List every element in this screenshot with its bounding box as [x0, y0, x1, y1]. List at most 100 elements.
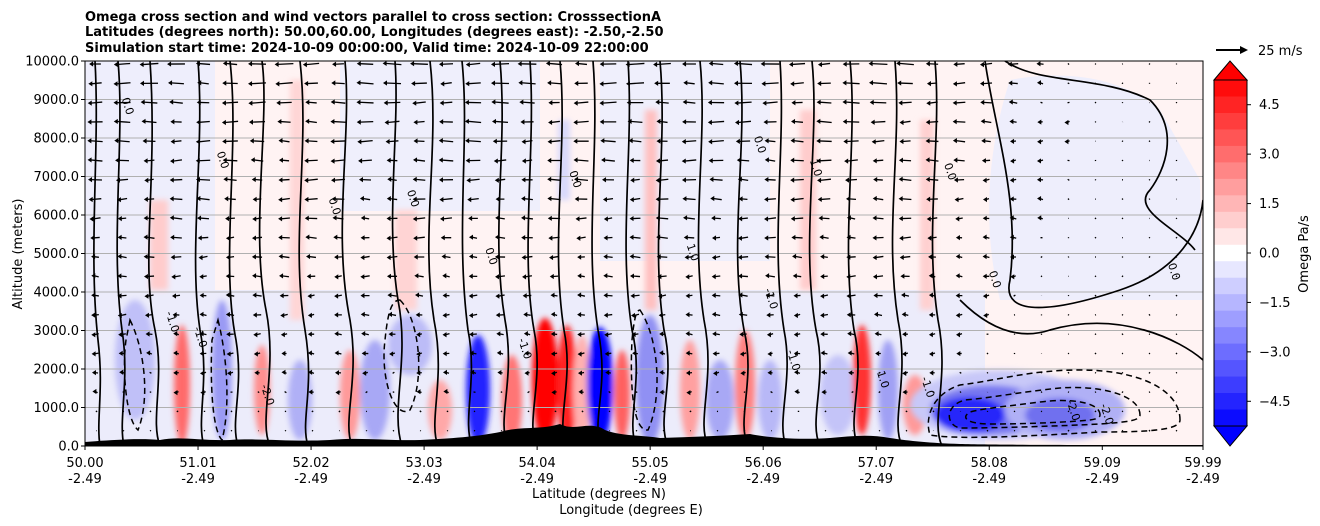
- wind-vector-head: [469, 350, 474, 356]
- wind-vector-head: [275, 81, 280, 87]
- wind-vector: [901, 198, 912, 201]
- omega-region: [150, 200, 168, 290]
- wind-vector-head: [631, 331, 636, 338]
- wind-vector-head: [1008, 99, 1013, 105]
- contour-label: -1.0: [761, 286, 780, 310]
- colorbar-band: [1214, 129, 1247, 147]
- contour-line: [258, 61, 271, 446]
- wind-vector-head: [495, 196, 500, 202]
- wind-vector-head: [169, 99, 174, 105]
- wind-vector-head: [172, 293, 177, 299]
- colorbar-band: [1214, 393, 1247, 411]
- wind-vector-head: [168, 80, 173, 86]
- wind-vector-head: [386, 196, 391, 202]
- wind-vector: [551, 255, 560, 259]
- wind-vector-head: [901, 311, 906, 318]
- wind-vector: [498, 217, 505, 220]
- wind-vector-head: [199, 350, 204, 357]
- wind-vector: [173, 236, 182, 239]
- wind-vector: [959, 391, 962, 394]
- wind-vector: [982, 62, 993, 66]
- wind-vector: [658, 178, 669, 182]
- wind-vector: [333, 120, 346, 123]
- wind-vector: [470, 197, 479, 201]
- wind-vector-head: [517, 61, 522, 67]
- wind-vector: [577, 62, 588, 66]
- wind-vector-head: [900, 273, 905, 279]
- quiver-key-label: 25 m/s: [1258, 44, 1303, 59]
- wind-vector-head: [684, 254, 689, 260]
- wind-vector: [442, 197, 453, 201]
- wind-vector-head: [791, 100, 796, 106]
- wind-vector-head: [578, 389, 583, 395]
- omega-blob: [706, 360, 734, 440]
- wind-vector: [793, 178, 804, 181]
- wind-vector: [284, 391, 287, 394]
- contour-line: [697, 61, 709, 446]
- wind-vector: [1095, 450, 1096, 451]
- wind-vector-head: [577, 254, 582, 260]
- wind-vector-head: [735, 119, 740, 126]
- wind-vector-head: [306, 253, 311, 260]
- wind-vector-head: [790, 197, 795, 203]
- wind-vector-head: [551, 389, 556, 396]
- wind-vector-head: [386, 235, 391, 241]
- wind-vector-head: [169, 215, 174, 221]
- wind-vector-head: [737, 254, 742, 260]
- colorbar-band: [1214, 178, 1247, 196]
- wind-vector-head: [655, 158, 660, 164]
- wind-vector-head: [846, 234, 851, 240]
- wind-vector-head: [898, 100, 903, 106]
- wind-vector-head: [955, 235, 960, 241]
- wind-vector-head: [896, 61, 901, 67]
- wind-vector-head: [656, 254, 661, 260]
- wind-vector: [902, 255, 911, 259]
- colorbar-band: [1214, 211, 1247, 229]
- wind-vector: [173, 140, 182, 143]
- wind-vector: [281, 197, 290, 201]
- wind-vector: [956, 159, 965, 162]
- wind-vector-head: [685, 312, 690, 318]
- wind-vector-head: [790, 216, 795, 222]
- wind-vector-head: [414, 273, 419, 279]
- wind-vector-head: [869, 80, 874, 86]
- wind-vector-head: [655, 196, 660, 202]
- wind-vector: [659, 236, 668, 239]
- wind-vector-head: [415, 312, 420, 318]
- quiver-key-arrowhead: [1240, 46, 1248, 54]
- wind-vector-head: [790, 157, 795, 163]
- colorbar-label: Omega Pa/s: [1297, 215, 1312, 293]
- wind-vector-head: [1009, 118, 1014, 125]
- wind-vector-head: [842, 99, 847, 105]
- wind-vector: [741, 217, 748, 220]
- wind-vector-head: [278, 177, 283, 183]
- wind-vector-head: [222, 138, 227, 145]
- contour-label: -1.0: [191, 325, 210, 349]
- x-tick-label-lat: 59.99: [1184, 456, 1221, 471]
- wind-vector-head: [548, 119, 553, 126]
- wind-vector: [1094, 121, 1097, 123]
- wind-vector: [122, 391, 125, 394]
- wind-vector: [928, 178, 939, 181]
- wind-vector-head: [389, 351, 394, 357]
- wind-vector-head: [491, 99, 496, 105]
- wind-vector: [741, 275, 748, 278]
- wind-vector: [496, 159, 507, 162]
- wind-vector: [608, 410, 611, 413]
- colorbar-bands: [1214, 80, 1247, 427]
- wind-vector-head: [252, 292, 257, 298]
- wind-vector-head: [952, 81, 957, 87]
- wind-vector: [281, 275, 290, 278]
- wind-vector-head: [383, 100, 388, 106]
- wind-vector-head: [360, 292, 365, 299]
- wind-vector-head: [274, 61, 279, 67]
- wind-vector-head: [682, 196, 687, 202]
- wind-vector: [91, 198, 102, 201]
- quiver-key: 25 m/s: [1216, 44, 1303, 59]
- wind-vector: [984, 140, 991, 143]
- wind-vector-head: [550, 292, 555, 298]
- wind-vector-head: [468, 312, 473, 319]
- wind-vector-head: [843, 138, 848, 145]
- wind-vector: [469, 178, 480, 181]
- contour-line: [959, 299, 1203, 361]
